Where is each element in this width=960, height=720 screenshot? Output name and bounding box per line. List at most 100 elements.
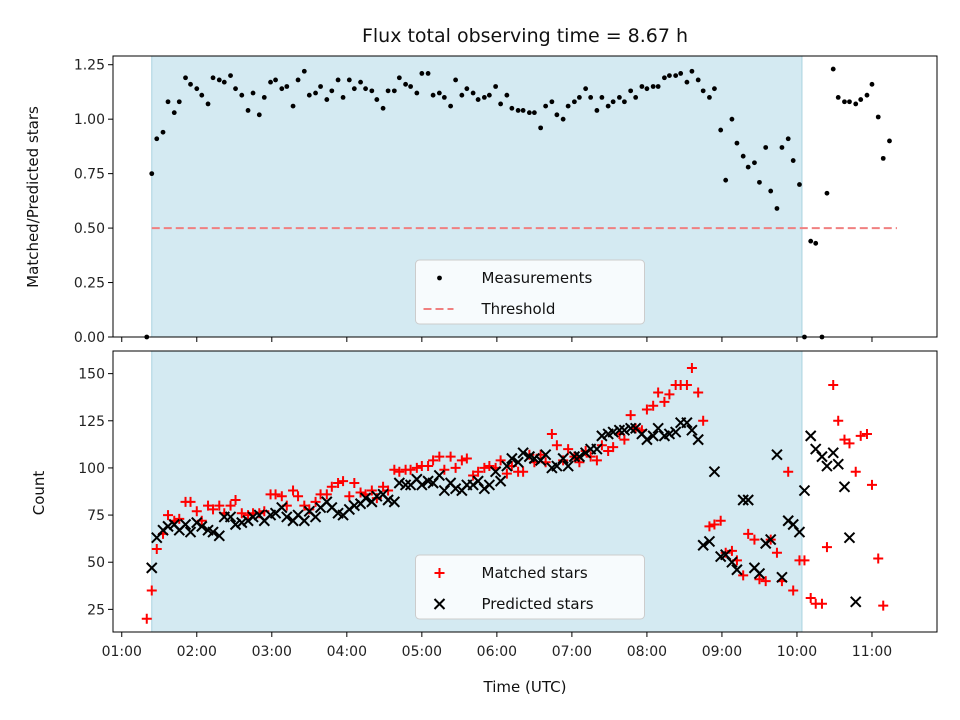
- predicted-star-point: [641, 433, 653, 446]
- predicted-star-point: [613, 424, 626, 436]
- matched-star-point: [326, 481, 337, 492]
- matched-star-point: [551, 440, 562, 451]
- chart-title: Flux total observing time = 8.67 h: [362, 25, 688, 47]
- x-tick-label: 09:00: [702, 644, 742, 660]
- matched-star-point: [174, 513, 185, 524]
- predicted-star-point: [686, 424, 698, 436]
- measurement-point: [707, 94, 712, 100]
- top-y-axis-label: Matched/Predicted stars: [24, 106, 42, 288]
- predicted-star-point: [416, 479, 428, 491]
- measurement-point: [531, 110, 537, 116]
- predicted-star-point: [708, 465, 721, 478]
- matched-star-point: [434, 451, 445, 462]
- matched-star-point: [230, 494, 241, 505]
- y-tick-label: 0.75: [74, 167, 105, 183]
- matched-star-point: [760, 576, 771, 587]
- legend-marker-predicted-stars: [433, 598, 446, 610]
- matched-star-point: [653, 387, 664, 398]
- predicted-star-point: [753, 567, 766, 580]
- measurement-point: [673, 73, 679, 79]
- predicted-star-point: [388, 496, 401, 508]
- measurement-point: [430, 92, 436, 98]
- legend-box: [415, 554, 645, 620]
- predicted-star-point: [196, 520, 208, 533]
- predicted-star-point: [737, 494, 749, 506]
- predicted-star-point: [298, 515, 311, 527]
- predicted-star-point: [399, 479, 412, 491]
- matched-star-point: [878, 600, 889, 611]
- matched-star-point: [563, 444, 574, 455]
- series-measurements: [144, 66, 892, 340]
- matched-star-point: [693, 387, 704, 398]
- matched-star-point: [423, 461, 434, 472]
- measurement-point: [655, 84, 661, 89]
- matched-star-point: [738, 570, 749, 581]
- matched-star-point: [146, 585, 157, 596]
- matched-star-point: [855, 430, 866, 441]
- matched-star-point: [821, 542, 832, 553]
- matched-star-point: [743, 528, 754, 539]
- predicted-star-point: [489, 465, 502, 478]
- matched-star-point: [648, 400, 659, 411]
- measurement-point: [538, 125, 544, 131]
- y-tick-label: 1.25: [74, 58, 105, 74]
- measurement-point: [576, 94, 582, 100]
- predicted-star-point: [371, 490, 383, 502]
- measurement-point: [425, 71, 431, 76]
- matched-star-point: [208, 504, 219, 515]
- measurement-point: [290, 103, 296, 109]
- measurement-point: [835, 94, 841, 100]
- measurement-point: [526, 110, 532, 116]
- matched-star-point: [310, 496, 321, 507]
- measurement-point: [723, 177, 729, 183]
- matched-star-point: [850, 466, 861, 477]
- matched-star-point: [236, 508, 247, 519]
- predicted-star-point: [850, 596, 862, 608]
- measurement-point: [228, 73, 233, 79]
- measurement-point: [583, 86, 589, 92]
- predicted-star-point: [692, 433, 704, 446]
- matched-star-point: [608, 442, 619, 453]
- matched-star-point: [349, 478, 360, 489]
- measurement-point: [554, 112, 560, 118]
- bottom-panel: 25 50 75 100 125 150 01:00 02:00 03:00 04:00 05:00…: [78, 350, 938, 660]
- predicted-star-point: [731, 564, 743, 576]
- matched-star-point: [709, 519, 720, 530]
- predicted-star-point: [309, 511, 322, 523]
- measurement-point: [358, 79, 363, 85]
- measurement-point: [205, 101, 211, 107]
- measurement-point: [441, 94, 447, 100]
- measurement-point: [256, 112, 262, 118]
- y-tick-label: 100: [78, 461, 105, 477]
- measurement-point: [678, 71, 684, 76]
- measurement-point: [250, 90, 256, 96]
- matched-star-point: [321, 489, 332, 500]
- legend-label: Matched stars: [482, 564, 588, 582]
- measurement-point: [588, 94, 594, 100]
- measurement-point: [408, 84, 413, 89]
- matched-star-point: [411, 462, 422, 473]
- measurement-point: [221, 79, 227, 85]
- predicted-star-point: [681, 416, 693, 429]
- predicted-star-point: [506, 452, 518, 465]
- measurement-point: [318, 84, 323, 89]
- matched-star-point: [450, 462, 461, 473]
- legend: Measurements Threshold: [415, 259, 645, 325]
- measurement-point: [199, 92, 205, 98]
- legend: Matched stars Predicted stars: [415, 554, 645, 620]
- y-tick-label: 0.00: [74, 330, 105, 346]
- measurement-point: [284, 84, 290, 89]
- measurement-point: [459, 92, 465, 98]
- x-tick-label: 11:00: [852, 644, 892, 660]
- measurement-point: [700, 88, 706, 94]
- measurement-point: [875, 114, 881, 120]
- measurement-point: [176, 99, 182, 105]
- matched-star-point: [603, 445, 614, 456]
- predicted-star-point: [568, 450, 581, 463]
- measurement-point: [268, 79, 273, 85]
- matched-star-point: [783, 466, 794, 477]
- measurement-point: [306, 92, 312, 98]
- matched-star-point: [749, 534, 760, 545]
- measurement-point: [335, 77, 341, 83]
- predicted-star-point: [596, 430, 608, 442]
